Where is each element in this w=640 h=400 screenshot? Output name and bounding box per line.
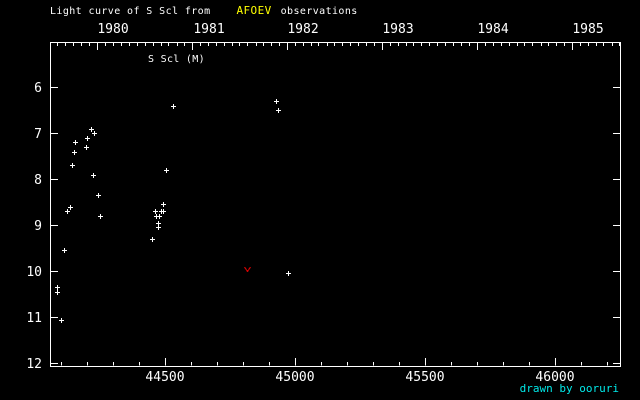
data-point (59, 318, 64, 323)
year-label: 1982 (287, 22, 318, 37)
data-point (68, 205, 73, 210)
data-point (153, 209, 158, 214)
year-label: 1985 (572, 22, 603, 37)
data-point (286, 271, 291, 276)
y-tick-label: 6 (34, 81, 42, 96)
data-point (85, 136, 90, 141)
chart-title-prefix: Light curve of S Scl from (50, 6, 211, 17)
y-tick-label: 12 (26, 357, 42, 372)
upper-limit-marker (244, 266, 251, 273)
data-point (55, 290, 60, 295)
data-point (274, 99, 279, 104)
year-label: 1984 (477, 22, 508, 37)
x-axis-top: 1980 1981 1982 1983 1984 1985 (57, 22, 620, 50)
chart-title: Light curve of S Scl from AFOEV observatio… (50, 4, 358, 17)
data-points (55, 99, 291, 323)
limit-markers (244, 266, 251, 273)
x-tick-label: 45000 (275, 370, 314, 385)
data-point (70, 163, 75, 168)
data-point (98, 214, 103, 219)
data-point (161, 202, 166, 207)
year-label: 1981 (193, 22, 224, 37)
data-point (84, 145, 89, 150)
plot-frame (50, 42, 621, 367)
data-point (55, 285, 60, 290)
data-point (161, 209, 166, 214)
y-tick-label: 8 (34, 173, 42, 188)
credit-text: drawn by ooruri (519, 382, 619, 395)
chart-title-suffix: observations (280, 6, 358, 17)
y-tick-label: 11 (26, 311, 42, 326)
data-point (89, 127, 94, 132)
y-tick-label: 7 (34, 127, 42, 142)
data-point (276, 108, 281, 113)
data-point (150, 237, 155, 242)
year-label: 1983 (382, 22, 413, 37)
chart-title-highlight: AFOEV (236, 4, 272, 17)
x-tick-label: 45500 (405, 370, 444, 385)
data-point (65, 209, 70, 214)
year-label: 1980 (97, 22, 128, 37)
data-point (164, 168, 169, 173)
data-point (156, 225, 161, 230)
series-label: S Scl (M) (148, 54, 205, 65)
data-point (157, 214, 162, 219)
data-point (96, 193, 101, 198)
y-tick-label: 10 (26, 265, 42, 280)
data-point (91, 173, 96, 178)
x-tick-label: 46000 (535, 370, 574, 385)
y-axis: 6 7 8 9 10 11 12 (26, 81, 621, 372)
x-axis-bottom: 44500 45000 45500 46000 (61, 358, 608, 385)
x-tick-label: 44500 (145, 370, 184, 385)
y-tick-label: 9 (34, 219, 42, 234)
data-point (92, 131, 97, 136)
data-point (171, 104, 176, 109)
data-point (72, 150, 77, 155)
data-point (62, 248, 67, 253)
data-point (73, 140, 78, 145)
